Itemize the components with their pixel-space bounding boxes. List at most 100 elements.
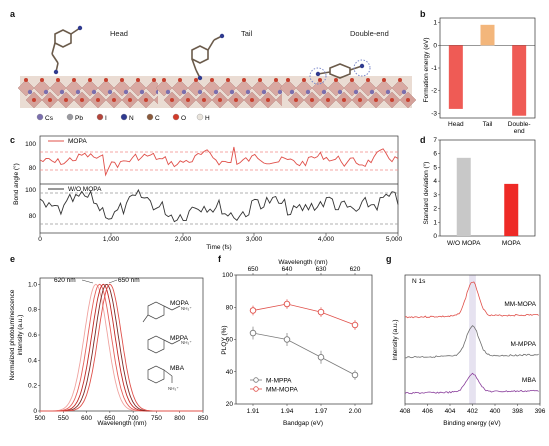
d-xtick-label: W/O MOPA xyxy=(447,240,481,247)
d-bar-womopa xyxy=(456,157,471,236)
atom-i xyxy=(218,98,222,102)
atom-i xyxy=(266,98,270,102)
atom-cs xyxy=(91,89,97,95)
d-ytick-label: 4 xyxy=(433,178,437,185)
b-ylabel: Formation energy (eV) xyxy=(423,37,430,102)
nitrogen-atoms xyxy=(53,25,365,81)
highlight-circle xyxy=(309,67,327,85)
panel-letter-c: c xyxy=(10,135,15,145)
atom-i xyxy=(326,98,330,102)
atom-cs xyxy=(385,89,391,95)
e-annotation-650: 650 nm xyxy=(118,277,140,284)
molecule-tail xyxy=(191,35,223,79)
c-legend-wo-mopa: W/O MOPA xyxy=(68,186,102,193)
atom-i xyxy=(88,78,92,82)
g-series-label: MBA xyxy=(522,377,537,384)
g-title: N 1s xyxy=(412,278,426,285)
amine-labels: NH₃⁺ NH₃⁺ NH₃⁺ xyxy=(168,306,192,391)
f-ytick-label: 80 xyxy=(226,304,234,311)
atom-i xyxy=(406,98,410,102)
e-series-line xyxy=(40,283,203,412)
atom-cs xyxy=(353,89,359,95)
f-series-line xyxy=(252,303,356,326)
c-ytick-bottom-80: 80 xyxy=(29,213,37,220)
svg-text:NH₃⁺: NH₃⁺ xyxy=(181,340,192,345)
atom-i xyxy=(96,98,100,102)
legend-atom-cs xyxy=(36,113,44,121)
g-xtick-label: 400 xyxy=(490,408,501,415)
atom-cs xyxy=(369,89,375,95)
f-data-point xyxy=(351,321,359,329)
g-series-label: M-MPPA xyxy=(510,341,536,348)
legend-atom-pb xyxy=(66,113,74,121)
f-data-point xyxy=(351,371,359,379)
f-xtick-top-label: 650 xyxy=(248,266,259,273)
atom-cs xyxy=(107,89,113,95)
atom-cs xyxy=(27,89,33,95)
f-xtick-label: 1.91 xyxy=(247,408,260,415)
g-xtick-label: 404 xyxy=(445,408,456,415)
atom-cs xyxy=(197,89,203,95)
panel-letter-a: a xyxy=(10,9,16,19)
f-ytick-label: 40 xyxy=(226,369,234,376)
e-xtick-label: 500 xyxy=(35,415,46,422)
g-series-line xyxy=(404,325,539,359)
atom-cs xyxy=(43,89,49,95)
atom-cs xyxy=(401,89,407,95)
d-ylabel: Standard deviation (°) xyxy=(422,162,430,225)
c-xtick: 0 xyxy=(38,236,42,243)
atom-i xyxy=(24,78,28,82)
f-xlabel: Bandgap (eV) xyxy=(283,420,323,427)
panel-letter-d: d xyxy=(420,135,426,145)
e-xtick-label: 750 xyxy=(151,415,162,422)
atom-i xyxy=(202,98,206,102)
panel-letter-g: g xyxy=(386,254,392,264)
f-ytick-label: 20 xyxy=(226,401,234,408)
c-xtick: 4,000 xyxy=(318,236,335,243)
atom-i xyxy=(136,78,140,82)
atom-i xyxy=(226,78,230,82)
molecule-label-mppa: MPPA xyxy=(170,335,189,342)
d-ytick-label: 2 xyxy=(433,206,437,213)
atom-i xyxy=(32,98,36,102)
atom-i xyxy=(170,98,174,102)
f-ytick-label: 60 xyxy=(226,337,234,344)
f-xtick-top-label: 620 xyxy=(350,266,361,273)
e-ytick-label: 0.8 xyxy=(28,307,37,314)
atom-cs xyxy=(277,89,283,95)
f-legend-marker xyxy=(253,386,259,392)
f-ylabel: PLQY (%) xyxy=(221,325,228,354)
atom-cs xyxy=(321,89,327,95)
b-xtick-label: Double-end xyxy=(508,121,531,135)
atom-i xyxy=(186,98,190,102)
e-ytick-label: 0.6 xyxy=(28,332,37,339)
e-xtick-label: 550 xyxy=(58,415,69,422)
atom-i xyxy=(104,78,108,82)
atom-i xyxy=(234,98,238,102)
c-ytick-top-100: 100 xyxy=(25,141,36,148)
g-series-line xyxy=(404,372,539,395)
panel-letter-e: e xyxy=(10,254,15,264)
b-ytick-label: 0 xyxy=(433,42,437,49)
atom-i xyxy=(374,98,378,102)
atom-cs xyxy=(213,89,219,95)
d-ytick-label: 5 xyxy=(433,164,437,171)
panel-d: Standard deviation (°) 0 1 2 3 4 5 6 7 W/O MOPA M… xyxy=(422,137,536,247)
e-xtick-label: 650 xyxy=(104,415,115,422)
e-frame xyxy=(39,277,204,412)
d-ytick-label: 7 xyxy=(433,137,437,144)
atom-i xyxy=(56,78,60,82)
atom-i xyxy=(120,78,124,82)
atom-cs xyxy=(59,89,65,95)
atom-i xyxy=(310,98,314,102)
b-ytick-label: -3 xyxy=(431,110,437,117)
f-legend-marker xyxy=(253,377,259,383)
atom-i xyxy=(294,98,298,102)
f-legend-label: MM-MOPA xyxy=(266,387,298,394)
atom-i xyxy=(286,78,290,82)
molecule-head xyxy=(51,27,81,73)
e-ylabel-line2: intensity (a.u.) xyxy=(17,315,24,356)
atom-i xyxy=(162,78,166,82)
atom-cs xyxy=(165,89,171,95)
e-ytick-label: 0.2 xyxy=(28,383,37,390)
